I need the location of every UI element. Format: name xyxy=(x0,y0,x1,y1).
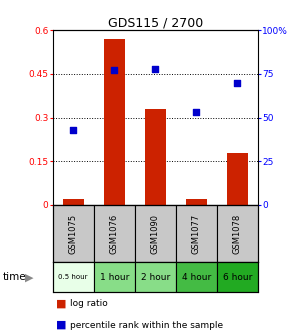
Text: time: time xyxy=(3,272,27,282)
Text: ■: ■ xyxy=(56,320,66,330)
Bar xyxy=(145,109,166,205)
Point xyxy=(71,127,76,132)
Bar xyxy=(135,205,176,262)
Text: 4 hour: 4 hour xyxy=(182,273,211,282)
Point xyxy=(194,110,199,115)
Bar xyxy=(53,262,94,292)
Text: GSM1090: GSM1090 xyxy=(151,213,160,254)
Bar xyxy=(94,262,135,292)
Text: GSM1078: GSM1078 xyxy=(233,213,242,254)
Text: ▶: ▶ xyxy=(25,272,34,282)
Bar xyxy=(217,262,258,292)
Text: GSM1075: GSM1075 xyxy=(69,213,78,254)
Point xyxy=(235,80,240,85)
Text: 2 hour: 2 hour xyxy=(141,273,170,282)
Bar xyxy=(104,39,125,205)
Text: GSM1077: GSM1077 xyxy=(192,213,201,254)
Point xyxy=(112,68,117,73)
Text: log ratio: log ratio xyxy=(70,299,108,308)
Text: 6 hour: 6 hour xyxy=(223,273,252,282)
Bar xyxy=(176,262,217,292)
Bar xyxy=(217,205,258,262)
Bar xyxy=(94,205,135,262)
Point xyxy=(153,66,158,71)
Text: 1 hour: 1 hour xyxy=(100,273,129,282)
Title: GDS115 / 2700: GDS115 / 2700 xyxy=(108,16,203,29)
Text: GSM1076: GSM1076 xyxy=(110,213,119,254)
Text: ■: ■ xyxy=(56,298,66,308)
Bar xyxy=(53,205,94,262)
Bar xyxy=(135,262,176,292)
Bar xyxy=(63,199,84,205)
Text: 0.5 hour: 0.5 hour xyxy=(59,274,88,280)
Bar xyxy=(227,153,248,205)
Text: percentile rank within the sample: percentile rank within the sample xyxy=(70,321,224,330)
Bar xyxy=(186,199,207,205)
Bar xyxy=(176,205,217,262)
